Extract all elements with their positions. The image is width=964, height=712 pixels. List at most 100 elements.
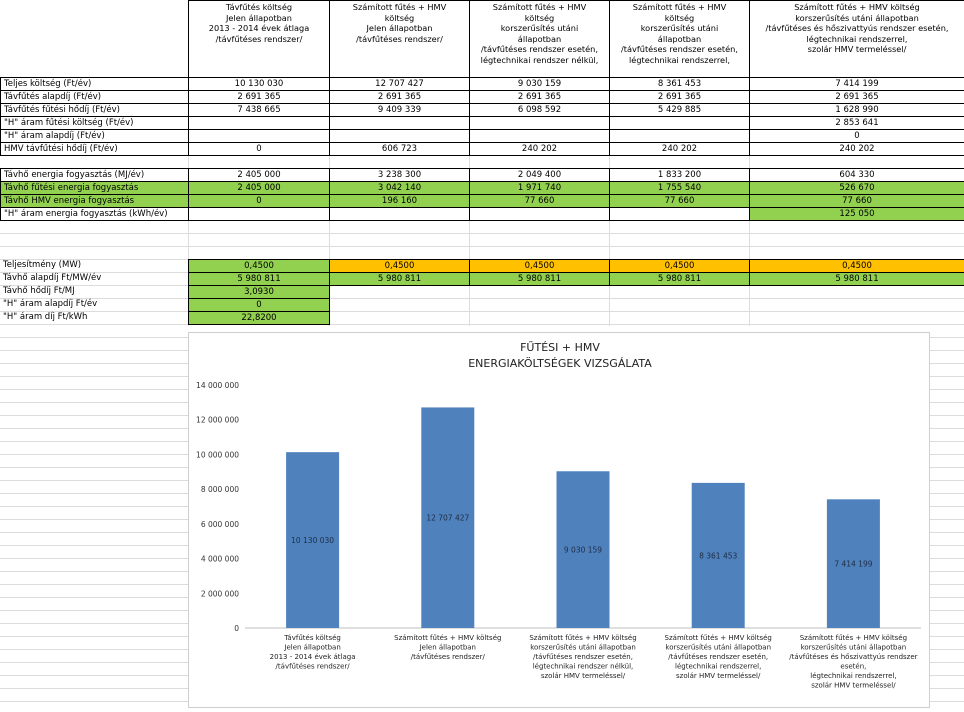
data-cell[interactable]: 2 405 000: [188, 181, 330, 195]
row-label[interactable]: "H" áram díj Ft/kWh: [3, 312, 88, 322]
data-cell[interactable]: 604 330: [749, 168, 964, 182]
data-cell[interactable]: 3,0930: [188, 285, 330, 299]
data-cell[interactable]: 2 691 365: [469, 90, 610, 104]
x-tick-label: légtechnikai rendszerrel,: [810, 672, 896, 680]
data-cell[interactable]: 0: [188, 142, 330, 156]
gridline: [0, 298, 964, 299]
row-label[interactable]: HMV távfűtési hődíj (Ft/év): [0, 142, 189, 156]
data-cell[interactable]: 0: [749, 129, 964, 143]
data-cell[interactable]: 1 971 740: [469, 181, 610, 195]
data-cell[interactable]: 2 405 000: [188, 168, 330, 182]
data-cell[interactable]: 0,4500: [188, 259, 330, 273]
data-label: 9 030 159: [564, 546, 602, 555]
data-cell[interactable]: 1 628 990: [749, 103, 964, 117]
data-cell[interactable]: [469, 129, 610, 143]
data-cell[interactable]: 2 049 400: [469, 168, 610, 182]
data-cell[interactable]: 0,4500: [749, 259, 964, 273]
data-cell[interactable]: [609, 207, 750, 221]
data-cell[interactable]: 0: [188, 194, 330, 208]
energy-cost-chart[interactable]: FŰTÉSI + HMV ENERGIAKÖLTSÉGEK VIZSGÁLATA 0…: [188, 332, 930, 708]
x-tick-label: Távfűtés költség: [283, 633, 341, 642]
row-label[interactable]: Távfűtés alapdíj (Ft/év): [0, 90, 189, 104]
data-cell[interactable]: 2 853 641: [749, 116, 964, 130]
data-cell[interactable]: [609, 116, 750, 130]
row-label[interactable]: Távhő HMV energia fogyasztás: [0, 194, 189, 208]
x-tick-label: /távfűtéses rendszer/: [411, 652, 486, 661]
data-cell[interactable]: 240 202: [469, 142, 610, 156]
data-cell[interactable]: 10 130 030: [188, 77, 330, 91]
data-cell[interactable]: 1 833 200: [609, 168, 750, 182]
data-cell[interactable]: 240 202: [609, 142, 750, 156]
data-cell[interactable]: [469, 207, 610, 221]
data-cell[interactable]: [329, 129, 470, 143]
x-tick-label: korszerűsítés utáni állapotban: [530, 643, 636, 652]
data-cell[interactable]: 6 098 592: [469, 103, 610, 117]
data-cell[interactable]: 77 660: [749, 194, 964, 208]
data-cell[interactable]: [329, 207, 470, 221]
data-cell[interactable]: 12 707 427: [329, 77, 470, 91]
x-tick-label: Jelen állapotban: [283, 644, 340, 652]
row-label[interactable]: Távhő energia fogyasztás (MJ/év): [0, 168, 189, 182]
data-cell[interactable]: 0,4500: [609, 259, 750, 273]
column-header[interactable]: Számított fűtés + HMV költség Jelen álla…: [329, 0, 470, 78]
data-cell[interactable]: 196 160: [329, 194, 470, 208]
row-label[interactable]: Távhő fűtési energia fogyasztás: [0, 181, 189, 195]
data-cell[interactable]: 0: [188, 298, 330, 312]
data-cell[interactable]: 5 429 885: [609, 103, 750, 117]
data-cell[interactable]: 9 409 339: [329, 103, 470, 117]
chart-title: FŰTÉSI + HMV: [520, 340, 600, 354]
data-cell[interactable]: 0,4500: [329, 259, 470, 273]
data-cell[interactable]: 125 050: [749, 207, 964, 221]
data-cell[interactable]: 2 691 365: [609, 90, 750, 104]
column-header[interactable]: Számított fűtés + HMV költség korszerűsí…: [469, 0, 610, 78]
data-cell[interactable]: 5 980 811: [188, 272, 330, 286]
chart-canvas: FŰTÉSI + HMV ENERGIAKÖLTSÉGEK VIZSGÁLATA 0…: [196, 340, 921, 690]
data-cell[interactable]: 7 414 199: [749, 77, 964, 91]
data-cell[interactable]: 7 438 665: [188, 103, 330, 117]
column-header[interactable]: Számított fűtés + HMV költség korszerűsí…: [749, 0, 964, 78]
row-label[interactable]: Teljes költség (Ft/év): [0, 77, 189, 91]
data-cell[interactable]: 2 691 365: [188, 90, 330, 104]
x-tick-label: szolár HMV termeléssel/: [541, 672, 626, 680]
data-cell[interactable]: 0,4500: [469, 259, 610, 273]
data-cell[interactable]: 606 723: [329, 142, 470, 156]
data-cell[interactable]: 2 691 365: [749, 90, 964, 104]
row-label[interactable]: Teljesítmény (MW): [3, 260, 82, 270]
data-cell[interactable]: 9 030 159: [469, 77, 610, 91]
data-cell[interactable]: 5 980 811: [749, 272, 964, 286]
row-label[interactable]: "H" áram alapdíj Ft/év: [3, 299, 98, 309]
data-cell[interactable]: 3 042 140: [329, 181, 470, 195]
data-cell[interactable]: 526 670: [749, 181, 964, 195]
data-cell[interactable]: 77 660: [609, 194, 750, 208]
row-label[interactable]: Távhő alapdíj Ft/MW/év: [3, 273, 102, 283]
row-label[interactable]: Távhő hődíj Ft/MJ: [3, 286, 75, 296]
data-cell[interactable]: 240 202: [749, 142, 964, 156]
data-cell[interactable]: 5 980 811: [609, 272, 750, 286]
data-cell[interactable]: [469, 116, 610, 130]
data-cell[interactable]: 5 980 811: [469, 272, 610, 286]
x-tick-label: korszerűsítés utáni állapotban: [801, 643, 907, 652]
data-label: 8 361 453: [699, 551, 737, 560]
data-cell[interactable]: [329, 116, 470, 130]
data-cell[interactable]: 1 755 540: [609, 181, 750, 195]
y-tick-label: 2 000 000: [201, 589, 239, 598]
row-label[interactable]: "H" áram fűtési költség (Ft/év): [0, 116, 189, 130]
column-header[interactable]: Távfűtés költség Jelen állapotban 2013 -…: [188, 0, 330, 78]
data-cell[interactable]: [188, 207, 330, 221]
data-cell[interactable]: 3 238 300: [329, 168, 470, 182]
row-label[interactable]: "H" áram energia fogyasztás (kWh/év): [0, 207, 189, 221]
data-cell[interactable]: 8 361 453: [609, 77, 750, 91]
x-tick-label: 2013 - 2014 évek átlaga: [270, 653, 356, 661]
gridline: [0, 324, 964, 325]
data-cell[interactable]: 2 691 365: [329, 90, 470, 104]
row-label[interactable]: Távfűtés fűtési hődíj (Ft/év): [0, 103, 189, 117]
row-label[interactable]: "H" áram alapdíj (Ft/év): [0, 129, 189, 143]
column-header[interactable]: Számított fűtés + HMV költség korszerűsí…: [609, 0, 750, 78]
x-tick-label: esetén,: [840, 663, 866, 671]
data-cell[interactable]: [188, 129, 330, 143]
data-cell[interactable]: [188, 116, 330, 130]
data-cell[interactable]: 22,8200: [188, 311, 330, 325]
data-cell[interactable]: 77 660: [469, 194, 610, 208]
data-cell[interactable]: 5 980 811: [329, 272, 470, 286]
data-cell[interactable]: [609, 129, 750, 143]
